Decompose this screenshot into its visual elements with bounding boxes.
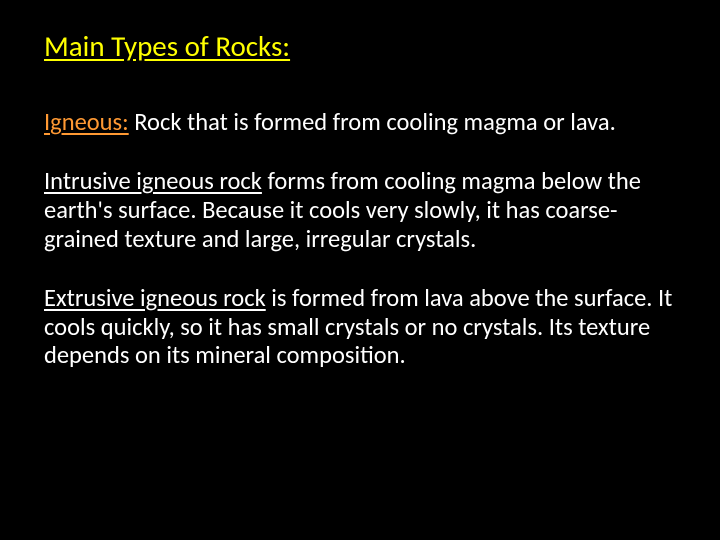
paragraph-igneous: Igneous: Rock that is formed from coolin…	[44, 108, 676, 137]
text-igneous-body: Rock that is formed from cooling magma o…	[129, 107, 616, 137]
paragraph-extrusive: Extrusive igneous rock is formed from la…	[44, 284, 676, 371]
paragraph-intrusive: Intrusive igneous rock forms from coolin…	[44, 167, 676, 254]
term-igneous: Igneous:	[44, 107, 129, 137]
term-extrusive: Extrusive igneous rock	[44, 283, 266, 313]
term-intrusive: Intrusive igneous rock	[44, 166, 262, 196]
slide-title: Main Types of Rocks:	[44, 28, 676, 64]
slide-container: Main Types of Rocks: Igneous: Rock that …	[0, 0, 720, 540]
